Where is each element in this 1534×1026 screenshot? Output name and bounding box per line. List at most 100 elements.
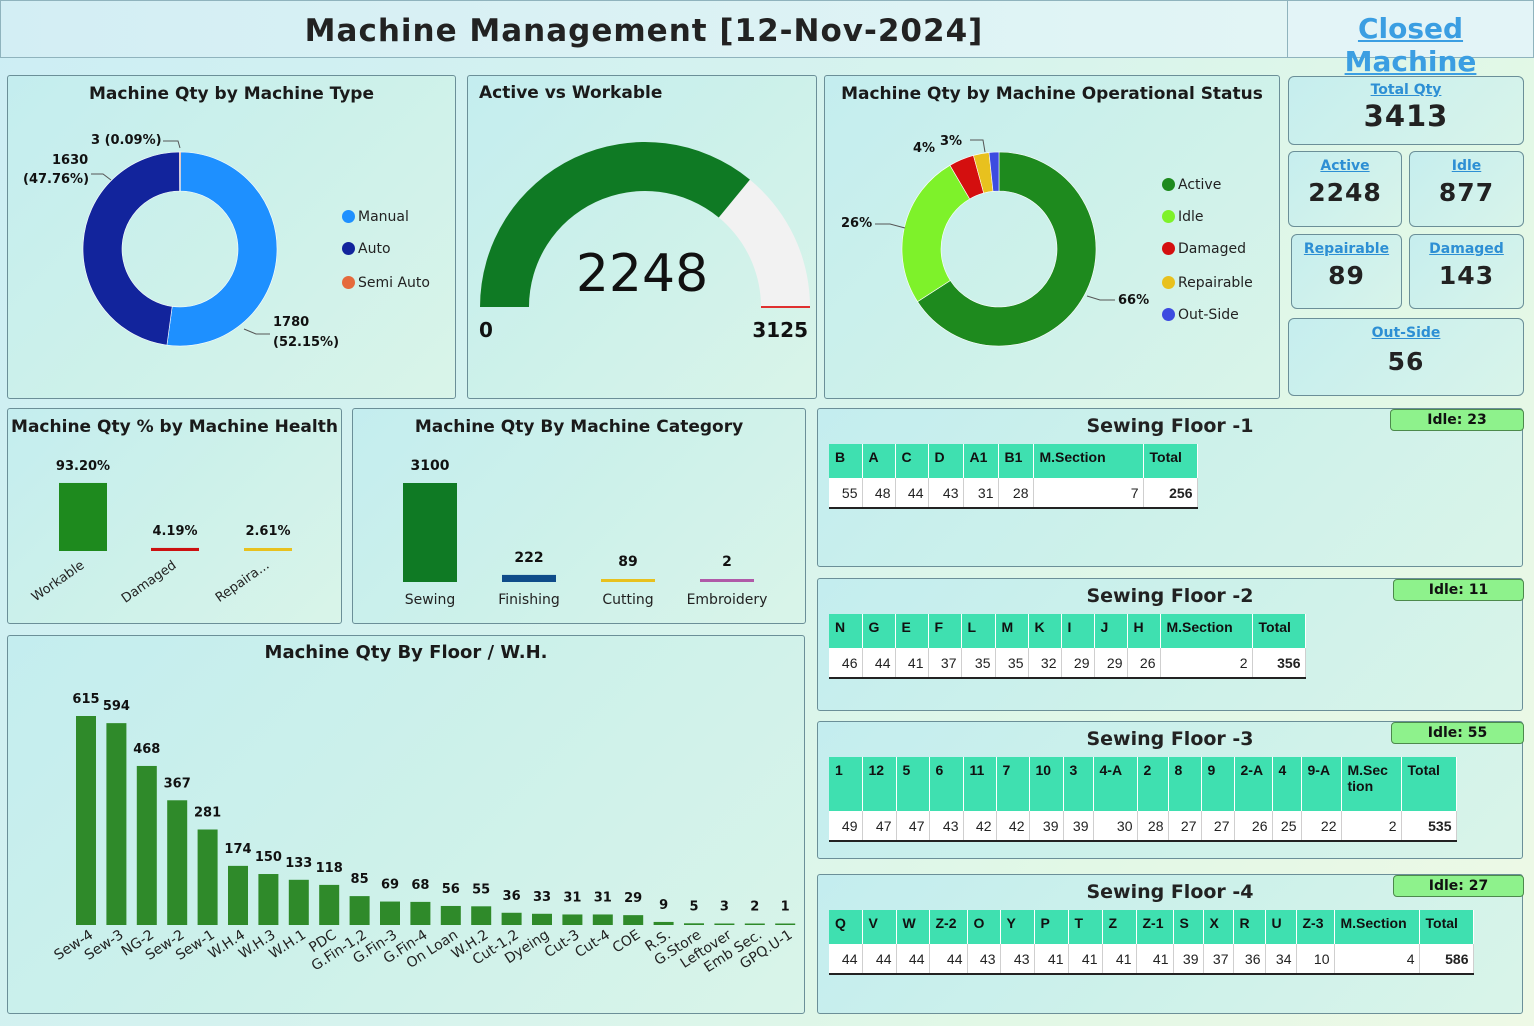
category-bar-cutting[interactable] xyxy=(601,579,655,582)
kpi-outside-title[interactable]: Out-Side xyxy=(1371,325,1441,341)
legend-active[interactable]: Active xyxy=(1162,177,1221,193)
floor-3-col-header[interactable]: 3 xyxy=(1063,757,1094,811)
legend-semi-auto[interactable]: Semi Auto xyxy=(342,275,430,291)
category-bar-embroidery[interactable] xyxy=(700,579,754,582)
floor-bar-14[interactable] xyxy=(501,912,522,925)
floor-bar-10[interactable] xyxy=(380,901,400,925)
kpi-total-title[interactable]: Total Qty xyxy=(1370,82,1442,98)
machine-type-slice-manual[interactable] xyxy=(166,151,278,347)
operational-status-slice-out-side[interactable] xyxy=(988,151,1000,192)
floor-bar-12[interactable] xyxy=(440,905,461,925)
legend-damaged[interactable]: Damaged xyxy=(1162,241,1246,257)
floor-3-col-header[interactable]: 9 xyxy=(1201,757,1235,811)
floor-4-col-header[interactable]: X xyxy=(1203,910,1234,944)
floor-1-col-header[interactable]: D xyxy=(928,444,964,478)
floor-4-col-header[interactable]: Z-3 xyxy=(1296,910,1335,944)
floor-3-col-header[interactable]: 10 xyxy=(1029,757,1064,811)
floor-3-col-header[interactable]: 5 xyxy=(896,757,930,811)
floor-4-col-header[interactable]: V xyxy=(862,910,897,944)
floor-bar-22[interactable] xyxy=(744,923,765,926)
kpi-idle-title[interactable]: Idle xyxy=(1451,158,1482,174)
floor-4-col-header[interactable]: U xyxy=(1265,910,1297,944)
floor-4-col-header[interactable]: Total xyxy=(1419,910,1474,944)
floor-2-col-header[interactable]: M xyxy=(995,614,1029,648)
health-bar-0[interactable] xyxy=(59,482,107,551)
health-bar-1[interactable] xyxy=(151,547,199,551)
floor-2-col-header[interactable]: Total xyxy=(1252,614,1306,648)
floor-1-col-header[interactable]: B xyxy=(829,444,863,478)
floor-bar-0[interactable] xyxy=(76,716,96,925)
floor-3-col-header[interactable]: 2 xyxy=(1137,757,1169,811)
legend-manual[interactable]: Manual xyxy=(342,209,409,225)
floor-bar-8[interactable] xyxy=(319,884,340,925)
floor-2-col-header[interactable]: L xyxy=(961,614,996,648)
floor-bar-9[interactable] xyxy=(349,896,370,925)
floor-4-col-header[interactable]: Z-1 xyxy=(1136,910,1174,944)
floor-1-col-header[interactable]: B1 xyxy=(998,444,1034,478)
floor-bar-16[interactable] xyxy=(562,914,583,925)
floor-4-col-header[interactable]: Y xyxy=(1000,910,1035,944)
floor-4-col-header[interactable]: O xyxy=(967,910,1001,944)
floor-bar-15[interactable] xyxy=(532,913,552,925)
floor-1-col-header[interactable]: Total xyxy=(1143,444,1198,478)
floor-4-col-header[interactable]: Z xyxy=(1102,910,1137,944)
floor-bar-4[interactable] xyxy=(197,829,218,925)
floor-2-col-header[interactable]: K xyxy=(1028,614,1062,648)
floor-bar-11[interactable] xyxy=(410,901,431,925)
health-bar-2[interactable] xyxy=(244,548,292,551)
floor-bar-23[interactable] xyxy=(775,923,796,926)
legend-repairable[interactable]: Repairable xyxy=(1162,275,1253,291)
floor-3-col-header[interactable]: Total xyxy=(1401,757,1457,811)
floor-2-col-header[interactable]: M.Section xyxy=(1160,614,1253,648)
legend-out-side[interactable]: Out-Side xyxy=(1162,307,1239,323)
machine-type-slice-semi-auto[interactable] xyxy=(179,151,181,192)
floor-4-col-header[interactable]: S xyxy=(1173,910,1204,944)
floor-1-col-header[interactable]: A xyxy=(862,444,896,478)
machine-type-slice-auto[interactable] xyxy=(82,151,180,346)
floor-3-col-header[interactable]: 12 xyxy=(862,757,897,811)
floor-3-col-header[interactable]: 7 xyxy=(996,757,1030,811)
floor-bar-1[interactable] xyxy=(106,723,127,925)
floor-4-col-header[interactable]: Q xyxy=(829,910,863,944)
floor-3-col-header[interactable]: 8 xyxy=(1168,757,1202,811)
floor-2-col-header[interactable]: E xyxy=(895,614,929,648)
floor-bar-17[interactable] xyxy=(592,914,613,925)
closed-machine-link[interactable]: Closed Machine xyxy=(1287,0,1534,78)
floor-2-col-header[interactable]: G xyxy=(862,614,896,648)
floor-3-col-header[interactable]: 11 xyxy=(963,757,997,811)
floor-4-col-header[interactable]: M.Section xyxy=(1334,910,1420,944)
closed-machine-label[interactable]: Closed Machine xyxy=(1344,12,1477,78)
floor-bar-3[interactable] xyxy=(167,800,188,925)
floor-3-col-header[interactable]: 2-A xyxy=(1234,757,1273,811)
operational-status-slice-active[interactable] xyxy=(917,151,1097,347)
floor-bar-19[interactable] xyxy=(653,921,674,925)
kpi-damaged-title[interactable]: Damaged xyxy=(1429,241,1504,257)
floor-4-col-header[interactable]: T xyxy=(1068,910,1103,944)
category-bar-sewing[interactable] xyxy=(403,483,457,582)
floor-3-col-header[interactable]: 4-A xyxy=(1093,757,1138,811)
floor-2-col-header[interactable]: F xyxy=(928,614,962,648)
legend-auto[interactable]: Auto xyxy=(342,241,391,257)
floor-bar-5[interactable] xyxy=(228,865,248,925)
floor-2-col-header[interactable]: H xyxy=(1127,614,1161,648)
floor-bar-20[interactable] xyxy=(684,923,704,925)
floor-1-col-header[interactable]: A1 xyxy=(963,444,999,478)
floor-3-col-header[interactable]: 1 xyxy=(829,757,863,811)
floor-2-col-header[interactable]: J xyxy=(1094,614,1128,648)
floor-bar-6[interactable] xyxy=(258,874,279,925)
floor-3-col-header[interactable]: M.Sec tion xyxy=(1341,757,1402,811)
floor-1-col-header[interactable]: C xyxy=(895,444,929,478)
floor-bar-7[interactable] xyxy=(288,879,309,925)
floor-3-col-header[interactable]: 6 xyxy=(929,757,964,811)
floor-3-col-header[interactable]: 9-A xyxy=(1301,757,1342,811)
legend-idle[interactable]: Idle xyxy=(1162,209,1204,225)
floor-2-col-header[interactable]: I xyxy=(1061,614,1095,648)
category-bar-finishing[interactable] xyxy=(502,574,556,582)
kpi-repairable-title[interactable]: Repairable xyxy=(1303,241,1390,257)
floor-bar-2[interactable] xyxy=(136,765,157,925)
kpi-active-title[interactable]: Active xyxy=(1320,158,1370,174)
floor-3-col-header[interactable]: 4 xyxy=(1272,757,1302,811)
floor-1-col-header[interactable]: M.Section xyxy=(1033,444,1144,478)
floor-4-col-header[interactable]: Z-2 xyxy=(929,910,968,944)
floor-4-col-header[interactable]: P xyxy=(1034,910,1069,944)
